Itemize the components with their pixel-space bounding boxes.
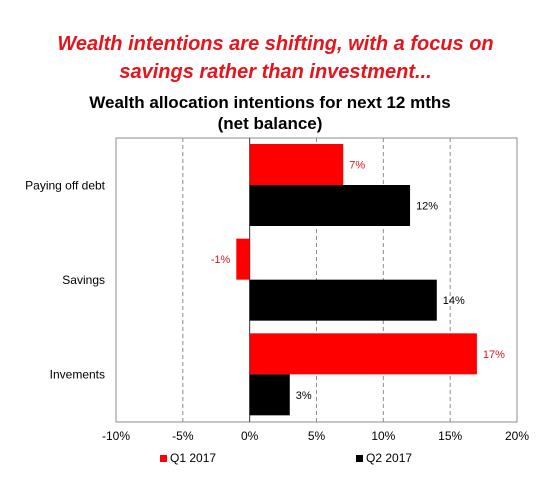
x-tick-label: 5% [308, 429, 326, 443]
x-tick-label: -5% [172, 429, 194, 443]
plot-frame [115, 137, 518, 423]
bar-q2-2017 [249, 279, 437, 321]
legend-swatch [356, 455, 363, 462]
bar-q1-2017 [249, 144, 344, 185]
chart-title: Wealth allocation intentions for next 12… [89, 93, 451, 112]
chart-subtitle: (net balance) [217, 114, 323, 133]
bar-q1-2017 [249, 333, 477, 375]
category-label: Paying off debt [25, 178, 106, 192]
data-label: 14% [443, 295, 465, 307]
x-tick-label: 20% [505, 429, 529, 443]
headline: Wealth intentions are shifting, with a f… [0, 30, 551, 86]
x-tick-label: 15% [438, 429, 462, 443]
category-label: Savings [62, 273, 105, 287]
bar-q1-2017 [236, 238, 250, 280]
data-label: 7% [349, 160, 365, 172]
data-label: 12% [416, 201, 438, 213]
data-label: -1% [211, 254, 231, 266]
legend-swatch [160, 455, 167, 462]
bar-q2-2017 [249, 374, 290, 416]
legend-label: Q2 2017 [366, 451, 412, 465]
category-label: Invements [50, 368, 105, 382]
data-label: 3% [296, 390, 312, 402]
x-tick-label: 0% [241, 429, 259, 443]
x-tick-label: -10% [102, 429, 130, 443]
data-label: 17% [483, 349, 505, 361]
legend-label: Q1 2017 [170, 451, 216, 465]
headline-line-1: Wealth intentions are shifting, with a f… [57, 33, 494, 55]
x-tick-label: 10% [371, 429, 395, 443]
headline-line-2: savings rather than investment... [119, 61, 432, 83]
bar-q2-2017 [249, 185, 411, 226]
chart-title-block: Wealth allocation intentions for next 12… [60, 92, 480, 134]
